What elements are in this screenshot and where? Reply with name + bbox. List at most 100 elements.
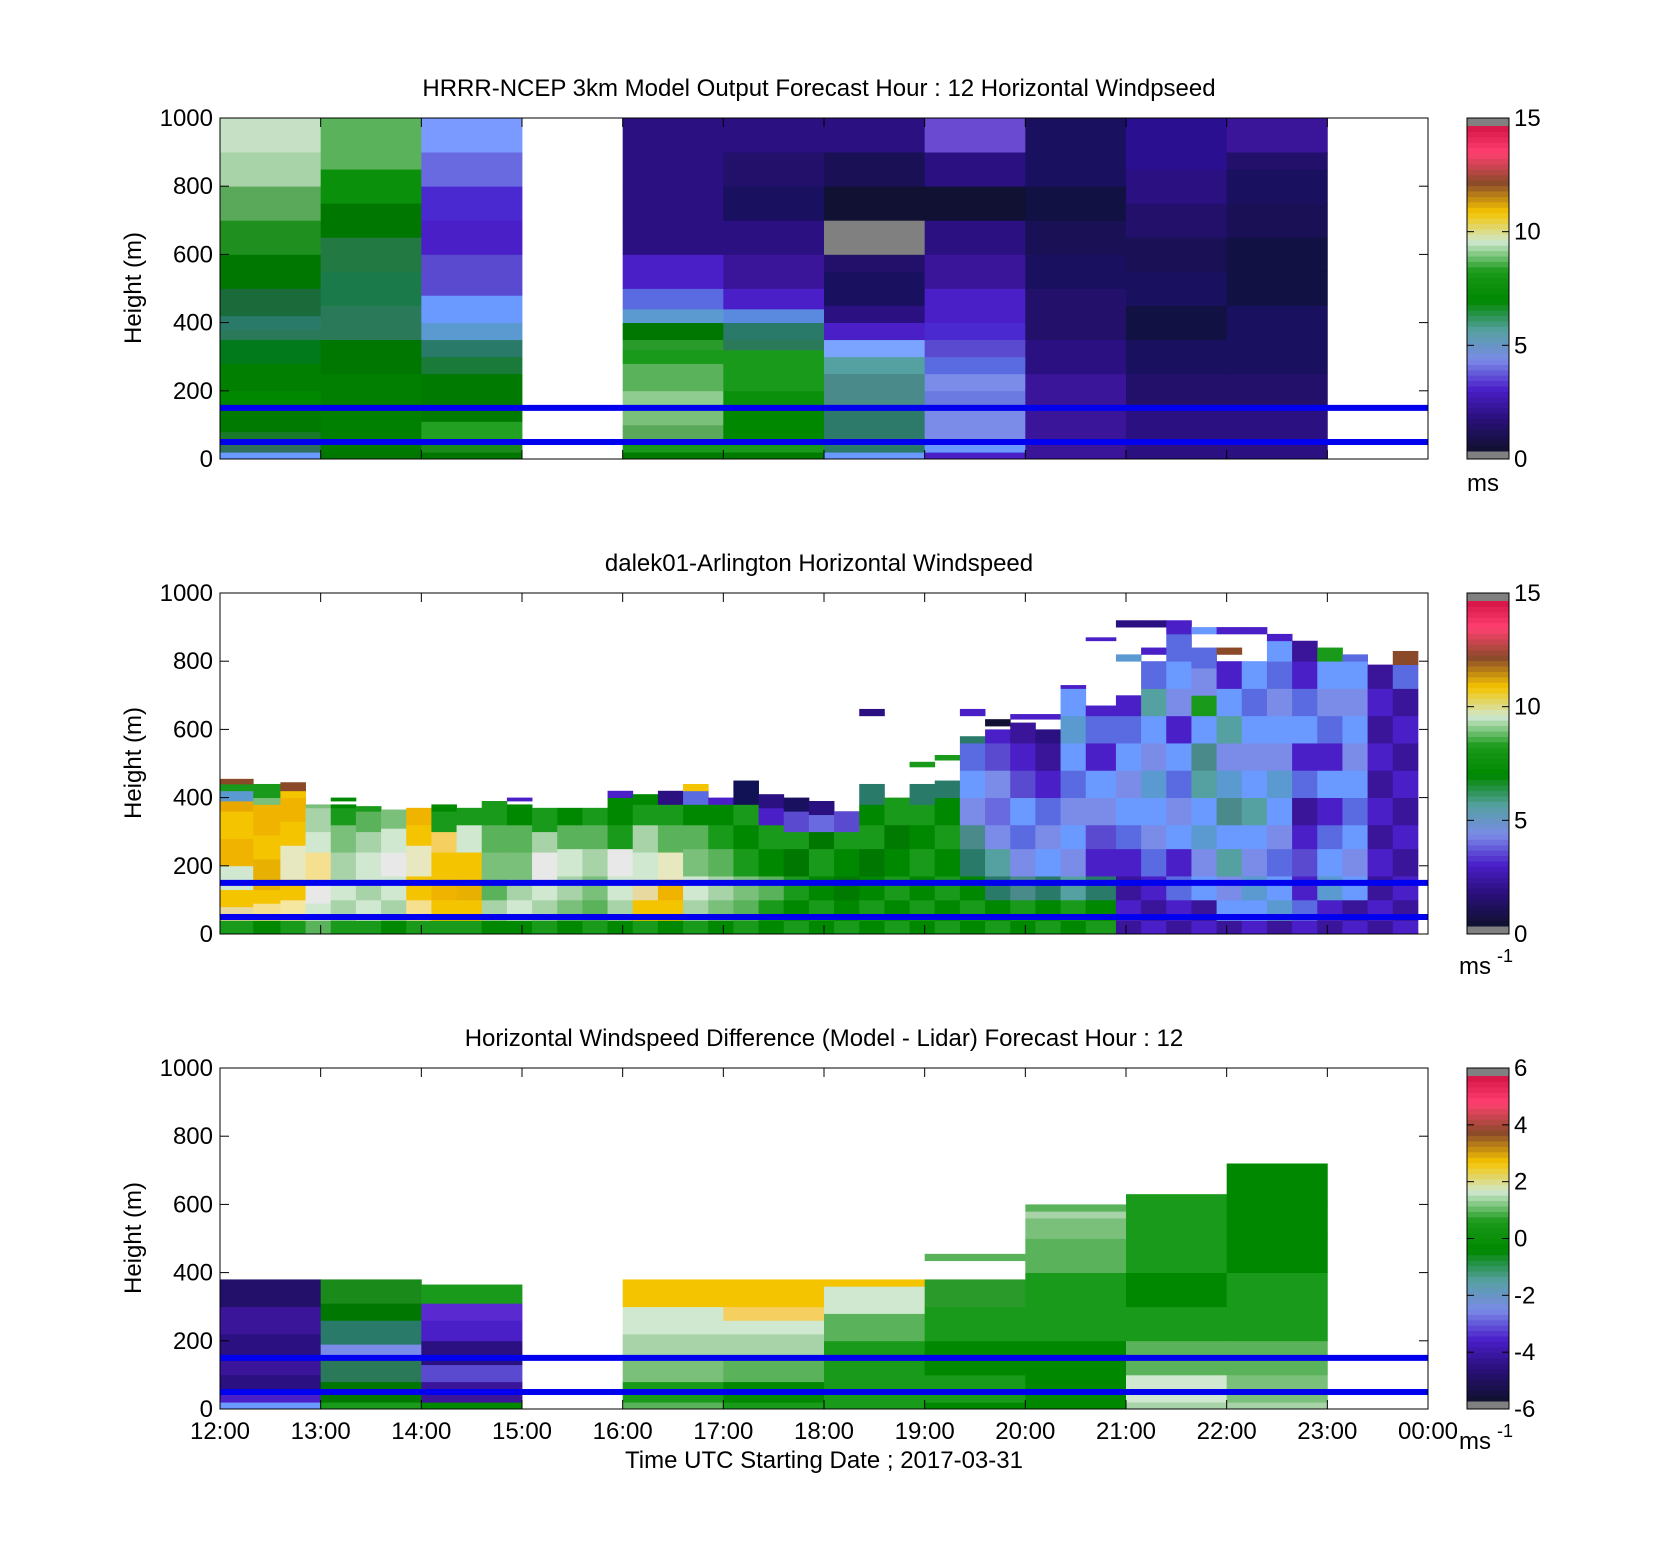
heatmap-cell <box>507 920 533 934</box>
panel-model-y-label: Height (m) <box>120 232 147 344</box>
heatmap-cell <box>1393 716 1419 744</box>
heatmap-cell <box>220 866 254 890</box>
colorbar-segment <box>1467 845 1509 851</box>
heatmap-cell <box>925 357 1026 374</box>
heatmap-cell <box>925 340 1026 357</box>
heatmap-cell <box>321 374 422 409</box>
x-tick-label: 18:00 <box>794 1418 854 1445</box>
heatmap-cell <box>1035 920 1061 934</box>
heatmap-cell <box>220 784 254 791</box>
heatmap-cell <box>582 876 608 900</box>
heatmap-cell <box>421 374 522 409</box>
heatmap-cell <box>220 340 321 364</box>
heatmap-cell <box>910 804 936 825</box>
heatmap-cell <box>623 1334 724 1358</box>
colorbar-segment <box>1467 218 1509 224</box>
colorbar-segment <box>1467 289 1509 295</box>
heatmap-cell <box>1267 634 1293 641</box>
heatmap-cell <box>1393 770 1419 798</box>
heatmap-cell <box>1166 634 1192 662</box>
colorbar-tick-label: 0 <box>1514 446 1527 473</box>
colorbar-segment <box>1467 634 1509 640</box>
colorbar-cap <box>1467 1401 1509 1409</box>
heatmap-cell <box>1191 920 1217 934</box>
heatmap-cell <box>1227 1307 1328 1342</box>
heatmap-cell <box>321 237 422 272</box>
colorbar-segment <box>1467 213 1509 219</box>
colorbar-segment <box>1467 137 1509 143</box>
colorbar-segment <box>1467 180 1509 186</box>
heatmap-cell <box>935 849 961 877</box>
heatmap-cell <box>1242 876 1268 900</box>
heatmap-cell <box>280 920 306 934</box>
heatmap-cell <box>220 220 321 255</box>
heatmap-cell <box>1242 920 1268 934</box>
heatmap-cell <box>623 364 724 392</box>
y-tick-label: 400 <box>173 785 213 812</box>
heatmap-cell <box>406 825 432 846</box>
heatmap-cell <box>1267 770 1293 798</box>
colorbar-segment <box>1467 1309 1509 1315</box>
heatmap-cell <box>633 804 659 825</box>
heatmap-cell <box>1217 798 1243 826</box>
colorbar-segment <box>1467 644 1509 650</box>
heatmap-cell <box>960 849 986 877</box>
heatmap-cell <box>1227 237 1328 272</box>
colorbar-segment <box>1467 175 1509 181</box>
panel-difference-x-label: Time UTC Starting Date ; 2017-03-31 <box>625 1447 1023 1474</box>
colorbar-segment <box>1467 186 1509 192</box>
heatmap-cell <box>608 798 634 826</box>
heatmap-cell <box>935 920 961 934</box>
heatmap-cell <box>824 323 925 340</box>
colorbar-segment <box>1467 169 1509 175</box>
colorbar-segment <box>1467 736 1509 742</box>
heatmap-cell <box>910 784 936 805</box>
colorbar-segment <box>1467 1206 1509 1212</box>
heatmap-cell <box>723 350 824 391</box>
colorbar-segment <box>1467 1114 1509 1120</box>
heatmap-cell <box>356 920 382 934</box>
heatmap-cell <box>1025 152 1126 187</box>
colorbar-segment <box>1467 910 1509 916</box>
heatmap-cell <box>723 1402 824 1409</box>
heatmap-cell <box>1393 849 1419 877</box>
heatmap-cell <box>809 832 835 849</box>
heatmap-cell <box>1393 798 1419 826</box>
heatmap-cell <box>321 340 422 375</box>
colorbar-tick-label: 10 <box>1514 219 1541 246</box>
heatmap-cell <box>623 186 724 221</box>
heatmap-cell <box>723 220 824 255</box>
heatmap-cell <box>1227 271 1328 306</box>
heatmap-cell <box>1141 661 1167 689</box>
heatmap-cell <box>1025 1273 1126 1308</box>
heatmap-cell <box>733 781 759 805</box>
heatmap-cell <box>220 839 254 867</box>
heatmap-cell <box>1025 1239 1126 1274</box>
x-tick-label: 22:00 <box>1197 1418 1257 1445</box>
heatmap-cell <box>356 806 382 812</box>
heatmap-cell <box>723 152 824 187</box>
colorbar-segment <box>1467 332 1509 338</box>
x-tick-label: 19:00 <box>895 1418 955 1445</box>
heatmap-cell <box>582 825 608 849</box>
heatmap-cell <box>683 784 709 791</box>
heatmap-cell <box>1010 714 1036 720</box>
heatmap-cell <box>1025 220 1126 255</box>
y-tick-label: 200 <box>173 853 213 880</box>
heatmap-cell <box>1025 452 1126 459</box>
heatmap-cell <box>1166 849 1192 877</box>
heatmap-cell <box>507 804 533 825</box>
heatmap-cell <box>859 825 885 849</box>
colorbar-tick-label: 2 <box>1514 1169 1527 1196</box>
x-tick-label: 20:00 <box>995 1418 1055 1445</box>
heatmap-cell <box>859 849 885 877</box>
heatmap-cell <box>723 118 824 153</box>
heatmap-cell <box>1086 920 1117 934</box>
heatmap-cell <box>683 825 709 849</box>
colorbar-segment <box>1467 354 1509 360</box>
colorbar-tick-label: 15 <box>1514 580 1541 607</box>
heatmap-cell <box>910 849 936 877</box>
colorbar-segment <box>1467 606 1509 612</box>
colorbar-segment <box>1467 1076 1509 1082</box>
heatmap-cell <box>1342 825 1368 849</box>
